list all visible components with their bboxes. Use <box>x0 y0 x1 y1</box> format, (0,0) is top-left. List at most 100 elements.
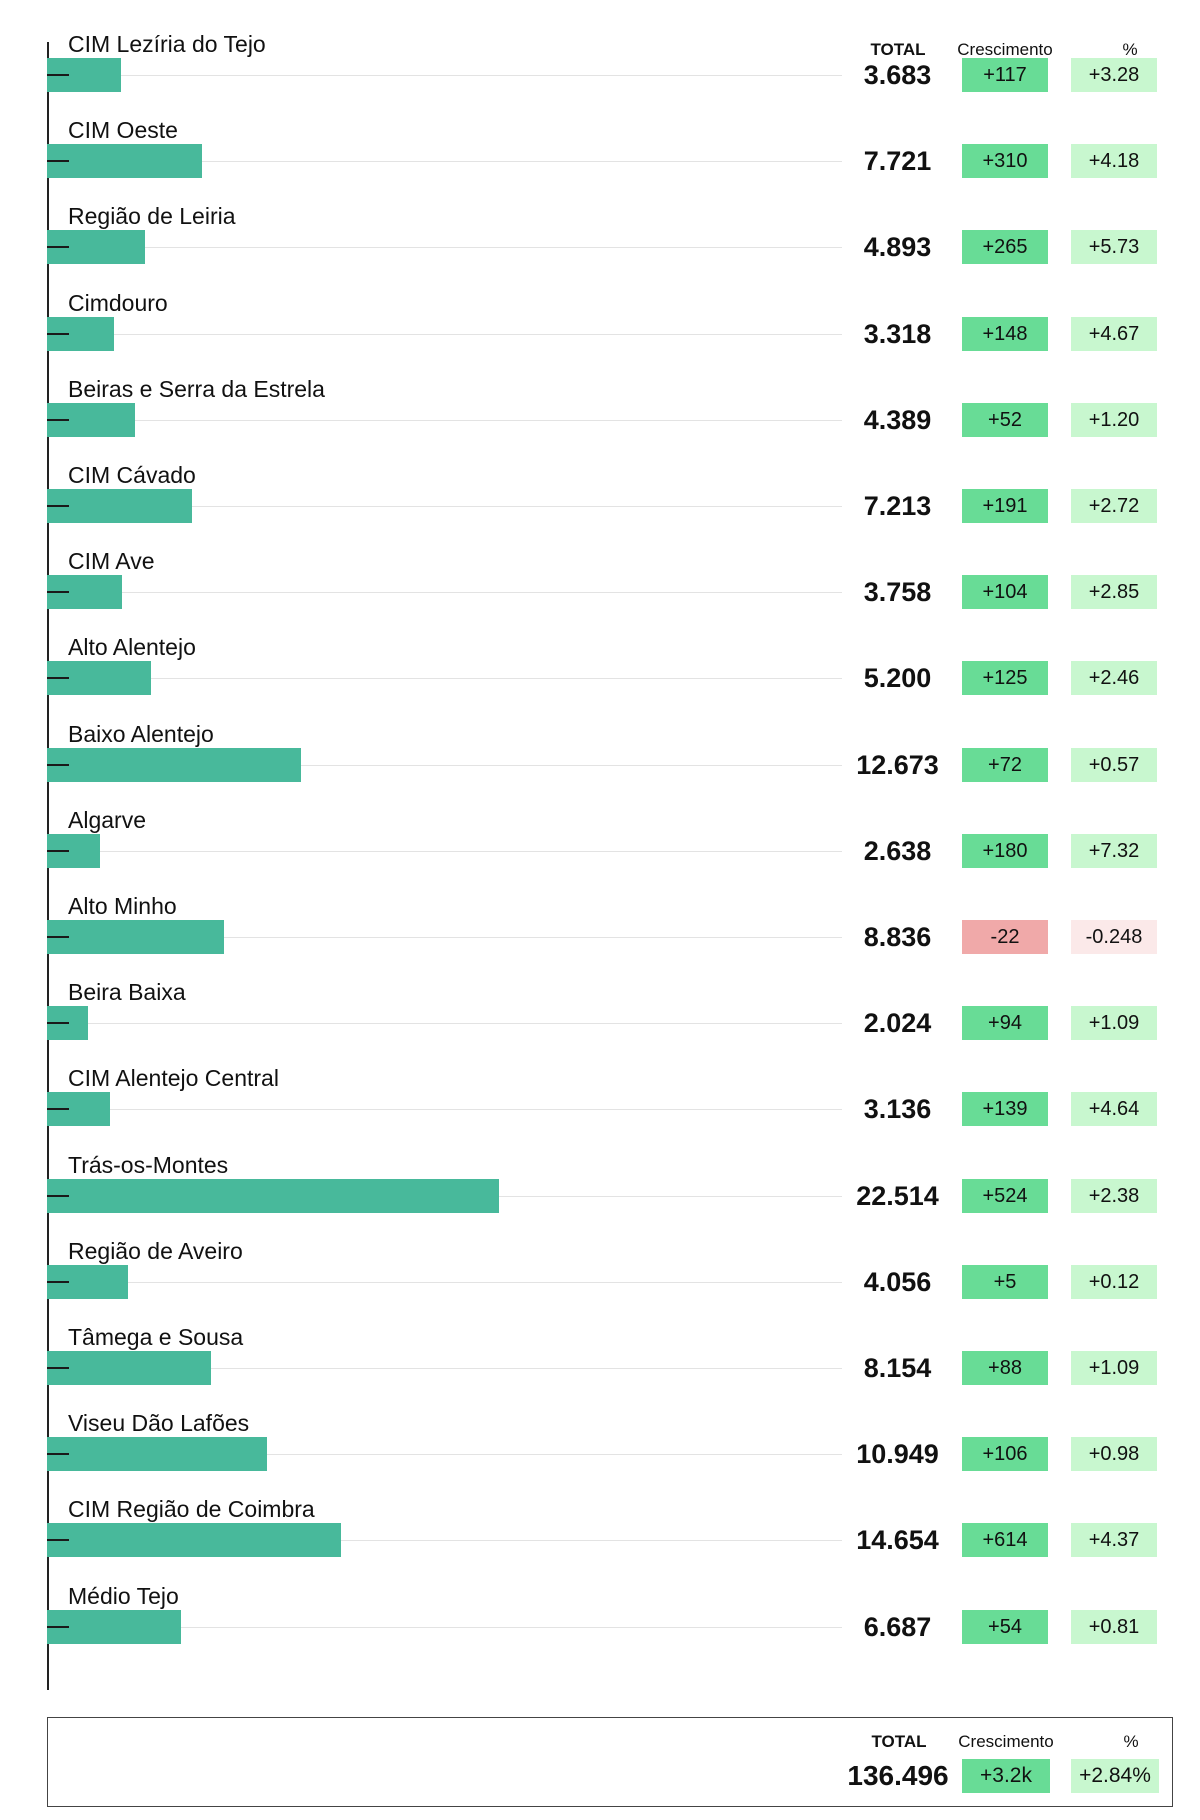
gridline <box>47 1540 842 1542</box>
chart-row: Tâmega e Sousa 8.154 +88 +1.09 <box>0 1323 1200 1409</box>
header-growth: Crescimento <box>957 40 1053 59</box>
summary-header-growth: Crescimento <box>958 1732 1054 1751</box>
gridline <box>47 161 842 163</box>
growth-badge: +180 <box>962 833 1048 868</box>
percent-badge: +0.81 <box>1071 1609 1157 1644</box>
chart-row: CIM Ave 3.758 +104 +2.85 <box>0 547 1200 633</box>
bar <box>47 489 192 523</box>
gridline <box>47 419 842 421</box>
total-value: 5.200 <box>863 663 932 694</box>
percent-badge: +4.37 <box>1071 1523 1157 1558</box>
gridline <box>47 937 842 938</box>
growth-badge: +72 <box>962 747 1048 782</box>
axis-tick <box>47 1453 69 1456</box>
percent-badge: +4.64 <box>1071 1092 1157 1127</box>
gridline <box>47 1626 842 1628</box>
axis-tick <box>47 505 69 507</box>
total-value: 4.056 <box>863 1266 932 1297</box>
total-value: 2.638 <box>863 835 932 866</box>
axis-tick <box>47 1194 69 1197</box>
gridline <box>47 592 842 594</box>
category-label: Alto Alentejo <box>68 634 196 661</box>
growth-badge: +5 <box>962 1264 1048 1299</box>
chart-row: CIM Oeste 7.721 +310 +4.18 <box>0 116 1200 202</box>
chart-row: Região de Aveiro 4.056 +5 +0.12 <box>0 1237 1200 1323</box>
summary-growth-badge: +3.2k <box>962 1759 1050 1793</box>
total-value: 7.721 <box>863 146 932 177</box>
category-label: CIM Lezíria do Tejo <box>68 31 266 57</box>
growth-badge: +88 <box>962 1351 1048 1385</box>
category-label: CIM Cávado <box>68 462 196 488</box>
total-value: 3.758 <box>863 577 932 608</box>
percent-badge: +1.09 <box>1071 1351 1157 1385</box>
percent-badge: +2.72 <box>1071 489 1157 523</box>
total-value: 12.673 <box>856 749 939 780</box>
growth-badge: +104 <box>962 575 1048 610</box>
gridline <box>47 1023 842 1025</box>
category-label: Região de Leiria <box>68 203 236 230</box>
category-label: CIM Oeste <box>68 117 178 144</box>
chart-row: Beira Baixa 2.024 +94 +1.09 <box>0 978 1200 1064</box>
percent-badge: +2.85 <box>1071 575 1157 610</box>
category-label: Beiras e Serra da Estrela <box>68 375 325 402</box>
summary-header-total: TOTAL <box>871 1732 927 1751</box>
bar <box>47 1523 342 1558</box>
percent-badge: +0.98 <box>1071 1437 1157 1472</box>
axis-tick <box>47 74 69 76</box>
summary-header-percent: % <box>1123 1732 1139 1751</box>
category-label: Viseu Dão Lafões <box>68 1410 250 1437</box>
growth-badge: +310 <box>962 144 1048 179</box>
total-value: 2.024 <box>863 1008 932 1039</box>
category-label: CIM Ave <box>68 548 155 575</box>
total-value: 3.683 <box>863 60 932 90</box>
bar <box>47 747 302 782</box>
category-label: Cimdouro <box>68 289 168 316</box>
bar <box>47 920 225 954</box>
summary-percent-badge: +2.84% <box>1071 1759 1159 1793</box>
axis-tick <box>47 763 69 766</box>
category-label: Algarve <box>68 806 146 833</box>
category-label: CIM Alentejo Central <box>68 1065 279 1092</box>
category-label: Médio Tejo <box>68 1582 179 1609</box>
total-value: 14.654 <box>856 1525 939 1556</box>
header-percent: % <box>1122 40 1138 59</box>
category-label: Tâmega e Sousa <box>68 1324 244 1350</box>
bar <box>47 1178 499 1213</box>
percent-badge: +1.09 <box>1071 1006 1157 1041</box>
category-label: CIM Região de Coimbra <box>68 1496 315 1523</box>
chart-row: CIM Cávado 7.213 +191 +2.72 <box>0 461 1200 547</box>
total-value: 3.136 <box>863 1094 932 1125</box>
total-value: 8.154 <box>863 1353 932 1383</box>
gridline <box>47 247 842 249</box>
bar <box>47 1609 182 1644</box>
percent-badge: -0.248 <box>1071 920 1157 954</box>
growth-badge: +52 <box>962 402 1048 437</box>
axis-tick <box>47 677 69 680</box>
chart-row: CIM Região de Coimbra 14.654 +614 +4.37 <box>0 1495 1200 1581</box>
total-value: 8.836 <box>863 922 932 952</box>
total-value: 4.893 <box>863 232 932 263</box>
chart-row: Alto Minho 8.836 -22 -0.248 <box>0 892 1200 978</box>
category-label: Beira Baixa <box>68 979 186 1006</box>
chart-row: Trás-os-Montes 22.514 +524 +2.38 <box>0 1151 1200 1237</box>
percent-badge: +3.28 <box>1071 58 1157 92</box>
total-value: 4.389 <box>863 404 932 435</box>
axis-tick <box>47 1367 69 1369</box>
growth-badge: +524 <box>962 1178 1048 1213</box>
axis-tick <box>47 591 69 594</box>
gridline <box>47 1281 842 1283</box>
category-label: Região de Aveiro <box>68 1237 243 1264</box>
bar <box>47 1437 267 1472</box>
growth-badge: +94 <box>962 1006 1048 1041</box>
gridline <box>47 850 842 852</box>
gridline <box>47 1368 842 1369</box>
percent-badge: +7.32 <box>1071 833 1157 868</box>
percent-badge: +5.73 <box>1071 230 1157 265</box>
category-label: Baixo Alentejo <box>68 720 214 747</box>
total-value: 7.213 <box>863 491 932 521</box>
chart-row: Beiras e Serra da Estrela 4.389 +52 +1.20 <box>0 375 1200 461</box>
axis-tick <box>47 1539 69 1542</box>
growth-badge: +106 <box>962 1437 1048 1472</box>
chart-row: Baixo Alentejo 12.673 +72 +0.57 <box>0 720 1200 806</box>
gridline <box>47 333 842 335</box>
